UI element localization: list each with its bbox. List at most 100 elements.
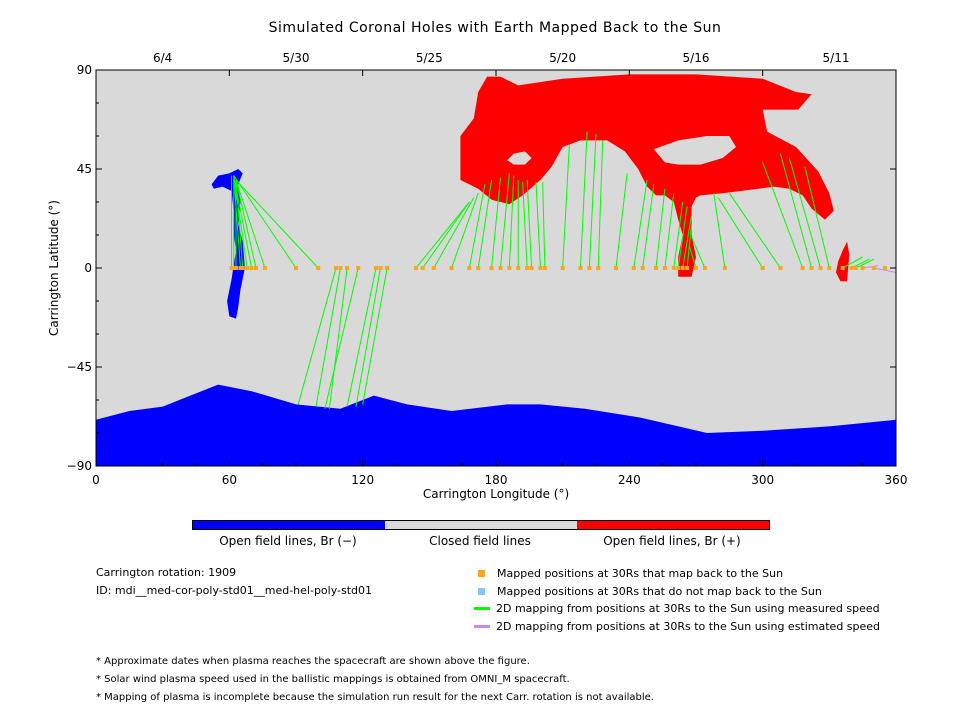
measured-speed-mapping-line	[355, 267, 381, 407]
mapped-position-point	[420, 266, 425, 270]
mapped-position-point	[356, 266, 361, 270]
measured-speed-mapping-line	[233, 175, 241, 269]
mapped-position-point	[231, 266, 236, 270]
orange-square-icon	[478, 569, 485, 577]
mapped-position-point	[671, 266, 676, 270]
north-polar-coronal-hole	[460, 74, 834, 277]
mapped-position-point	[345, 266, 350, 270]
y-tick-label: 90	[77, 63, 92, 77]
x-tick-label: 0	[92, 473, 100, 487]
legend-label: Mapped positions at 30Rs that map back t…	[497, 566, 784, 580]
measured-speed-mapping-line	[233, 175, 297, 269]
mapped-position-point	[676, 266, 681, 270]
measured-speed-mapping-line	[728, 192, 781, 269]
measured-speed-mapping-line	[673, 201, 684, 269]
measured-speed-mapping-line	[324, 267, 359, 409]
mapped-position-point	[827, 266, 832, 270]
colorbar-positive-open	[577, 521, 769, 529]
mapped-position-point	[587, 266, 592, 270]
measured-speed-mapping-line	[233, 175, 248, 269]
mapped-position-point	[809, 266, 814, 270]
mapped-position-point	[662, 266, 667, 270]
mapped-position-point	[476, 266, 481, 270]
legend-item-mapped-back: Mapped positions at 30Rs that map back t…	[474, 566, 783, 580]
mapped-position-point	[631, 266, 636, 270]
mapped-position-point	[249, 266, 254, 270]
top-date-label: 6/4	[153, 51, 172, 65]
mapped-position-point	[560, 266, 565, 270]
mapped-position-point	[498, 266, 503, 270]
measured-speed-mapping-line	[655, 188, 666, 269]
mapped-position-point	[778, 266, 783, 270]
colorbar	[192, 520, 770, 530]
measured-speed-mapping-line	[477, 179, 493, 269]
x-axis-label: Carrington Longitude (°)	[423, 487, 569, 501]
legend-item-estimated-speed: 2D mapping from positions at 30Rs to the…	[474, 619, 880, 633]
x-tick-label: 360	[885, 473, 908, 487]
closed-field-inclusion	[653, 136, 736, 165]
mapped-position-point	[849, 266, 854, 270]
measured-speed-mapping-line	[522, 182, 528, 269]
positive-coronal-hole	[836, 241, 850, 282]
measured-speed-mapping-line	[508, 175, 515, 269]
mapped-position-point	[240, 266, 245, 270]
measured-speed-mapping-line	[682, 215, 693, 269]
colorbar-closed	[385, 521, 577, 529]
top-date-label: 5/25	[416, 51, 443, 65]
mapped-position-point	[229, 266, 234, 270]
footnote: * Solar wind plasma speed used in the ba…	[96, 674, 570, 685]
measured-speed-mapping-line	[235, 179, 319, 269]
mapped-position-point	[254, 266, 258, 270]
mapped-position-point	[507, 266, 512, 270]
y-tick-label: −45	[67, 360, 92, 374]
footnote: * Approximate dates when plasma reaches …	[96, 656, 530, 667]
chart-plot: 0 60 120 180 240 300 360 90 45 0 −45 −90 6/4 5/30 5/25…	[47, 51, 908, 501]
mapped-position-point	[431, 266, 436, 270]
measured-speed-mapping-line	[433, 197, 475, 269]
x-tick-label: 180	[485, 473, 508, 487]
mapped-position-point	[414, 266, 418, 270]
colorbar-label-closed: Closed field lines	[429, 534, 531, 548]
blue-square-icon	[478, 587, 485, 595]
mapped-position-point	[871, 266, 876, 270]
measured-speed-mapping-line	[633, 179, 648, 269]
mapped-position-point	[378, 266, 383, 270]
top-date-label: 5/30	[283, 51, 310, 65]
measured-speed-mapping-line	[526, 179, 533, 269]
mapped-position-point	[245, 266, 250, 270]
measured-speed-mapping-line	[642, 184, 655, 269]
measured-speed-mapping-line	[415, 201, 470, 269]
measured-speed-mapping-line	[597, 140, 604, 269]
mapped-position-point	[489, 266, 494, 270]
measured-speed-mapping-line	[328, 267, 348, 409]
closed-field-inclusion	[507, 151, 532, 165]
measured-speed-mapping-line	[422, 201, 470, 269]
purple-line-icon	[474, 624, 490, 628]
measured-speed-mapping-line	[677, 206, 688, 269]
mapped-position-point	[596, 266, 601, 270]
mapped-position-point	[680, 266, 685, 270]
mapped-position-point	[840, 266, 845, 270]
y-tick-label: −90	[67, 459, 92, 473]
mapped-position-point	[860, 266, 865, 270]
mapped-position-point	[262, 266, 267, 270]
measured-speed-mapping-line	[468, 184, 486, 269]
y-tick-label: 45	[77, 162, 92, 176]
mapped-position-point	[338, 266, 343, 270]
measured-speed-mapping-line	[855, 258, 874, 269]
mapped-position-point	[294, 266, 298, 270]
measured-speed-mapping-line	[779, 153, 813, 269]
measured-speed-mapping-line	[615, 173, 628, 269]
y-tick-label: 0	[84, 261, 92, 275]
simulation-id: ID: mdi__med-cor-poly-std01__med-hel-pol…	[96, 584, 373, 597]
measured-speed-mapping-line	[315, 267, 341, 407]
mapped-position-point	[234, 266, 238, 270]
measured-speed-mapping-line	[542, 182, 546, 269]
measured-speed-mapping-line	[588, 133, 597, 269]
measured-speed-mapping-line	[362, 267, 388, 405]
x-tick-label: 120	[351, 473, 374, 487]
green-line-icon	[474, 606, 490, 610]
legend-label: 2D mapping from positions at 30Rs to the…	[496, 619, 881, 633]
mapped-position-point	[529, 266, 534, 270]
measured-speed-mapping-line	[664, 193, 675, 269]
